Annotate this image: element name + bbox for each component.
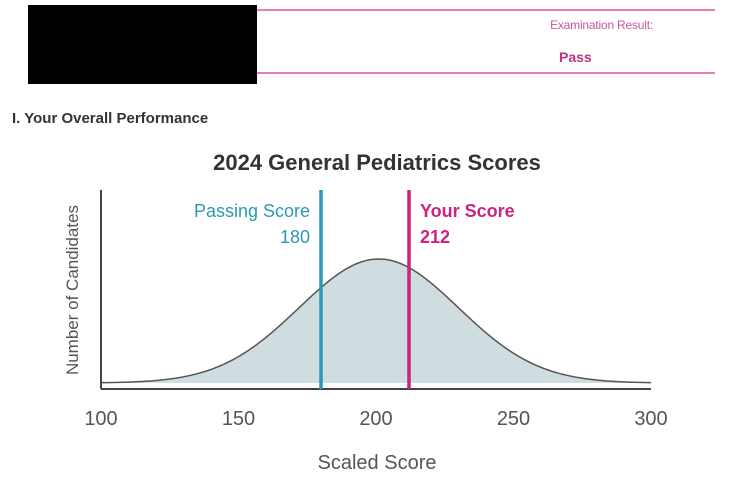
header-rule-top xyxy=(257,9,715,11)
redacted-candidate-info xyxy=(28,5,257,84)
x-tick-label: 150 xyxy=(222,408,255,430)
distribution-area xyxy=(101,259,651,383)
distribution-curve xyxy=(100,258,652,384)
x-axis-label: Scaled Score xyxy=(318,452,437,474)
x-tick-label: 250 xyxy=(497,408,530,430)
marker-label: Your Score xyxy=(420,201,515,221)
chart-title: 2024 General Pediatrics Scores xyxy=(213,150,541,175)
x-tick-label: 300 xyxy=(634,408,667,430)
marker-label: Passing Score xyxy=(194,201,310,221)
section-title: I. Your Overall Performance xyxy=(12,110,209,127)
header-rule-bottom xyxy=(257,72,715,74)
marker-value: 180 xyxy=(280,227,310,247)
marker-value: 212 xyxy=(420,227,450,247)
y-axis-label: Number of Candidates xyxy=(63,205,82,375)
exam-result-value: Pass xyxy=(559,49,592,65)
x-tick-label: 100 xyxy=(84,408,117,430)
x-tick-label: 200 xyxy=(359,408,392,430)
exam-result-label: Examination Result: xyxy=(550,18,653,32)
